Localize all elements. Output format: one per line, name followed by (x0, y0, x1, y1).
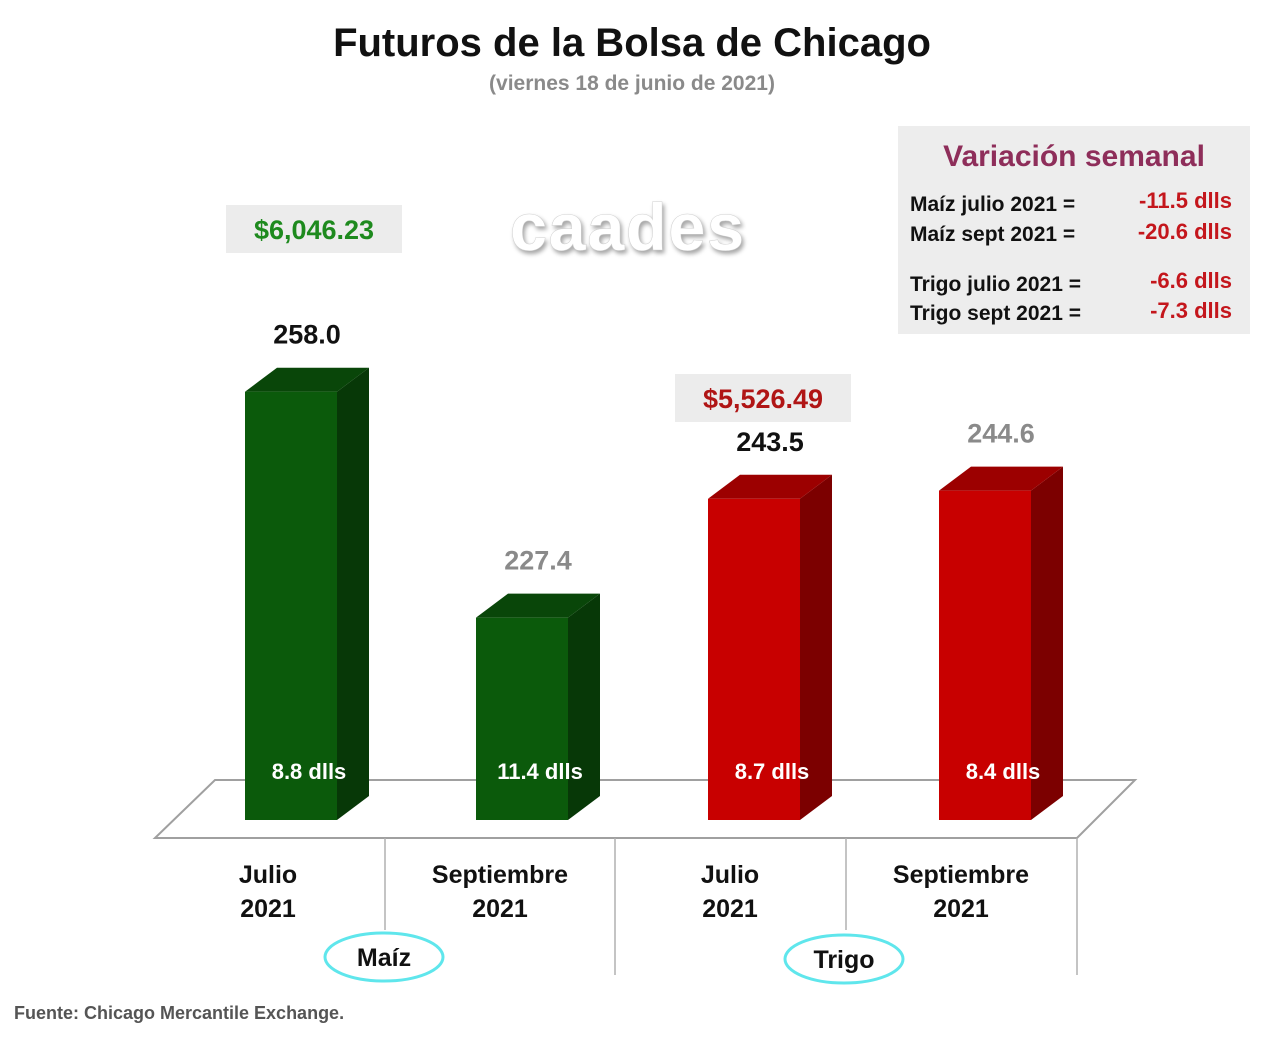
bar-inner-label: 8.8 dlls (272, 759, 347, 784)
variation-label: Maíz julio 2021 = (910, 193, 1075, 216)
chart-subtitle: (viernes 18 de junio de 2021) (489, 72, 775, 95)
bar: 8.4 dlls 244.6 Septiembre 2021 (893, 419, 1063, 923)
group-label-maiz: Maíz (323, 931, 445, 983)
chart-title: Futuros de la Bolsa de Chicago (333, 21, 931, 65)
badge-background (675, 374, 851, 422)
category-label: 2021 (933, 895, 989, 923)
bar-side-face (1031, 466, 1063, 820)
bar-front-face (708, 498, 800, 820)
category-label: Julio (701, 861, 759, 889)
bar-side-face (568, 593, 600, 820)
group-ellipse (323, 931, 445, 983)
total-value-badge: $6,046.23 (226, 205, 402, 253)
bar-series: 8.8 dlls 258.0 Julio 2021 11.4 dlls 227.4 Sept… (226, 205, 1063, 923)
weekly-variation-box: Variación semanal Maíz julio 2021 = -11.… (898, 126, 1250, 334)
group-label-trigo: Trigo (783, 933, 905, 985)
bar-value-label: 243.5 (736, 427, 804, 457)
total-value-label: $5,526.49 (703, 384, 823, 414)
bar-top-face (939, 466, 1063, 491)
category-label: 2021 (702, 895, 758, 923)
category-label: 2021 (472, 895, 528, 923)
bar-front-face (245, 391, 337, 820)
bar-top-face (245, 367, 369, 392)
bar-top-face (708, 474, 832, 499)
bar-front-face (939, 490, 1031, 820)
variation-label: Maíz sept 2021 = (910, 223, 1075, 246)
bar-value-label: 258.0 (273, 320, 341, 350)
bar-value-label: 227.4 (504, 546, 572, 576)
weekly-variation-background (898, 126, 1250, 334)
category-label: 2021 (240, 895, 296, 923)
badge-background (226, 205, 402, 253)
bar: 11.4 dlls 227.4 Septiembre 2021 (432, 546, 600, 923)
group-label: Trigo (813, 946, 874, 974)
total-value-label: $6,046.23 (254, 215, 374, 245)
category-label: Septiembre (893, 861, 1029, 889)
bar-side-face (800, 474, 832, 820)
watermark-logo: caades (510, 190, 746, 264)
total-value-badge: $5,526.49 (675, 374, 851, 422)
weekly-variation-title: Variación semanal (943, 140, 1205, 173)
source-note: Fuente: Chicago Mercantile Exchange. (14, 1003, 344, 1023)
bar-value-label: 244.6 (967, 419, 1035, 449)
group-ellipse (783, 933, 905, 985)
variation-value: -7.3 dlls (1150, 298, 1232, 323)
bar-inner-label: 8.4 dlls (966, 759, 1041, 784)
bar-top-face (476, 593, 600, 618)
chart-floor (152, 779, 1138, 975)
bar: 8.7 dlls 243.5 Julio 2021 (701, 427, 832, 923)
bar: 8.8 dlls 258.0 Julio 2021 (239, 320, 369, 923)
category-label: Septiembre (432, 861, 568, 889)
bar-inner-label: 8.7 dlls (735, 759, 810, 784)
variation-value: -6.6 dlls (1150, 268, 1232, 293)
bar-front-face (476, 617, 568, 820)
category-label: Julio (239, 861, 297, 889)
variation-label: Trigo sept 2021 = (910, 302, 1081, 325)
group-label: Maíz (357, 944, 411, 972)
variation-value: -11.5 dlls (1139, 188, 1232, 213)
bar-inner-label: 11.4 dlls (497, 759, 583, 784)
variation-value: -20.6 dlls (1138, 219, 1232, 244)
variation-label: Trigo julio 2021 = (910, 273, 1081, 296)
bar-side-face (337, 367, 369, 820)
